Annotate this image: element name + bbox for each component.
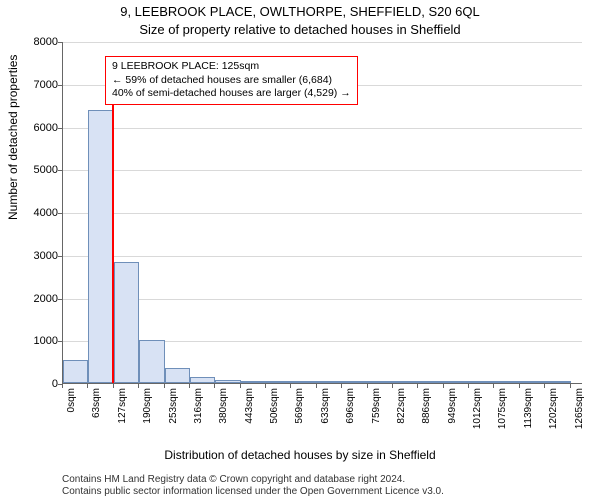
annotation-line1: 9 LEEBROOK PLACE: 125sqm: [112, 60, 351, 74]
xtick-mark: [341, 383, 342, 388]
histogram-bar: [520, 381, 545, 383]
ytick-label: 1000: [18, 335, 58, 347]
plot-area: 9 LEEBROOK PLACE: 125sqm← 59% of detache…: [62, 42, 582, 384]
annotation-line3: 40% of semi-detached houses are larger (…: [112, 87, 351, 101]
xtick-label: 253sqm: [168, 388, 179, 424]
xtick-label: 886sqm: [421, 388, 432, 424]
ytick-label: 7000: [18, 79, 58, 91]
xtick-mark: [493, 383, 494, 388]
annotation-box: 9 LEEBROOK PLACE: 125sqm← 59% of detache…: [105, 56, 358, 105]
ytick-mark: [58, 85, 63, 86]
histogram-bar: [139, 340, 164, 383]
xtick-mark: [367, 383, 368, 388]
ytick-mark: [58, 341, 63, 342]
ytick-label: 5000: [18, 164, 58, 176]
xtick-mark: [544, 383, 545, 388]
histogram-bar: [368, 381, 393, 383]
xtick-label: 63sqm: [91, 388, 102, 418]
ytick-label: 3000: [18, 250, 58, 262]
histogram-bar: [393, 381, 418, 383]
gridline-h: [63, 128, 582, 129]
ytick-label: 8000: [18, 36, 58, 48]
xtick-label: 1139sqm: [523, 388, 534, 428]
histogram-bar: [165, 368, 190, 383]
xtick-label: 1202sqm: [548, 388, 559, 429]
xtick-label: 1265sqm: [574, 388, 585, 429]
annotation-line2: ← 59% of detached houses are smaller (6,…: [112, 74, 351, 88]
ytick-mark: [58, 170, 63, 171]
footer-line2: Contains public sector information licen…: [62, 486, 590, 498]
ytick-label: 0: [18, 378, 58, 390]
xtick-mark: [519, 383, 520, 388]
histogram-bar: [418, 381, 443, 383]
xtick-label: 696sqm: [345, 388, 356, 424]
histogram-bar: [317, 381, 342, 383]
ytick-mark: [58, 299, 63, 300]
gridline-h: [63, 42, 582, 43]
histogram-bar: [444, 381, 469, 383]
histogram-bar: [215, 380, 240, 383]
xtick-label: 506sqm: [269, 388, 280, 424]
xtick-label: 127sqm: [117, 388, 128, 424]
ytick-mark: [58, 256, 63, 257]
xtick-mark: [62, 383, 63, 388]
xtick-mark: [290, 383, 291, 388]
xtick-mark: [164, 383, 165, 388]
xtick-label: 633sqm: [320, 388, 331, 424]
histogram-bar: [190, 377, 215, 383]
ytick-mark: [58, 128, 63, 129]
histogram-bar: [469, 381, 494, 383]
xtick-mark: [87, 383, 88, 388]
xtick-label: 316sqm: [193, 388, 204, 424]
xtick-label: 569sqm: [294, 388, 305, 424]
x-axis-label: Distribution of detached houses by size …: [0, 448, 600, 462]
xtick-mark: [417, 383, 418, 388]
histogram-bar: [494, 381, 519, 383]
xtick-mark: [138, 383, 139, 388]
xtick-mark: [240, 383, 241, 388]
histogram-bar: [291, 381, 316, 383]
xtick-label: 190sqm: [142, 388, 153, 424]
histogram-bar: [342, 381, 367, 383]
histogram-bar: [241, 381, 266, 383]
chart-title-line1: 9, LEEBROOK PLACE, OWLTHORPE, SHEFFIELD,…: [0, 4, 600, 19]
ytick-label: 6000: [18, 122, 58, 134]
xtick-mark: [443, 383, 444, 388]
xtick-label: 0sqm: [66, 388, 77, 412]
histogram-bar: [114, 262, 139, 383]
histogram-bar: [63, 360, 88, 384]
footer-line1: Contains HM Land Registry data © Crown c…: [62, 474, 590, 486]
ytick-mark: [58, 213, 63, 214]
chart-title-line2: Size of property relative to detached ho…: [0, 22, 600, 37]
ytick-label: 4000: [18, 207, 58, 219]
xtick-mark: [113, 383, 114, 388]
property-marker-line: [112, 72, 114, 383]
xtick-mark: [570, 383, 571, 388]
xtick-label: 1075sqm: [497, 388, 508, 429]
xtick-label: 759sqm: [371, 388, 382, 424]
xtick-label: 443sqm: [244, 388, 255, 424]
xtick-label: 380sqm: [218, 388, 229, 424]
xtick-mark: [214, 383, 215, 388]
xtick-label: 822sqm: [396, 388, 407, 424]
xtick-label: 1012sqm: [472, 388, 483, 429]
xtick-mark: [468, 383, 469, 388]
gridline-h: [63, 213, 582, 214]
xtick-label: 949sqm: [447, 388, 458, 424]
gridline-h: [63, 170, 582, 171]
histogram-bar: [88, 110, 113, 383]
histogram-bar: [266, 381, 291, 383]
xtick-mark: [392, 383, 393, 388]
xtick-mark: [316, 383, 317, 388]
ytick-label: 2000: [18, 293, 58, 305]
gridline-h: [63, 256, 582, 257]
footer-attribution: Contains HM Land Registry data © Crown c…: [62, 474, 590, 498]
gridline-h: [63, 299, 582, 300]
histogram-bar: [545, 381, 570, 383]
xtick-mark: [265, 383, 266, 388]
xtick-mark: [189, 383, 190, 388]
ytick-mark: [58, 42, 63, 43]
